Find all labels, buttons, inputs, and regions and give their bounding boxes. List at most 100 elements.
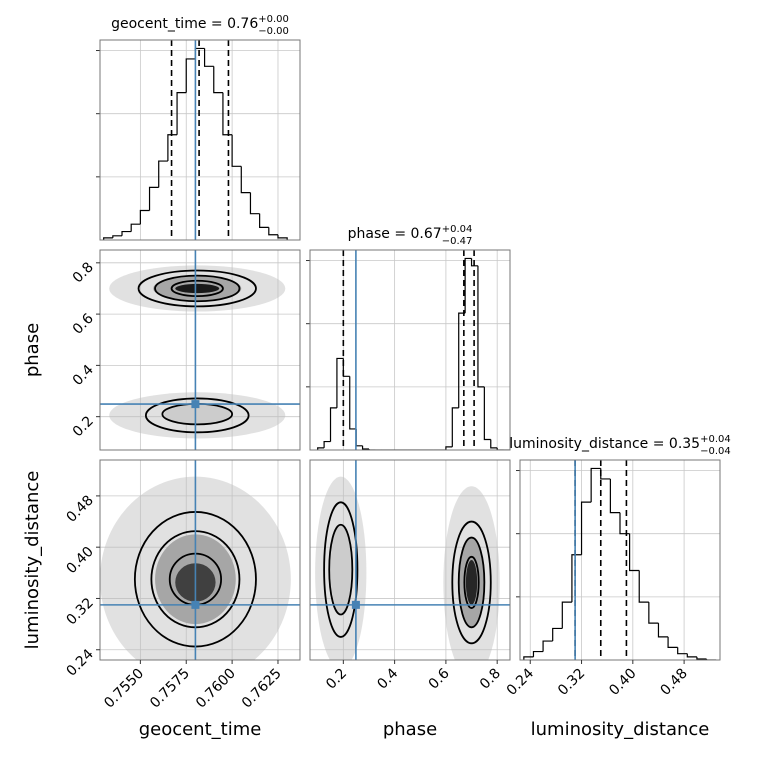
histogram-step bbox=[667, 636, 678, 648]
contour bbox=[451, 520, 492, 645]
x-tick-label: 0.40 bbox=[606, 666, 639, 699]
histogram-step bbox=[609, 478, 620, 514]
histogram-step bbox=[361, 445, 369, 450]
histogram-step bbox=[349, 376, 357, 430]
histogram-step bbox=[342, 358, 350, 377]
truth-marker bbox=[191, 600, 200, 609]
y-tick-label: 0.4 bbox=[70, 362, 97, 389]
panel-frame bbox=[309, 459, 511, 661]
title-plus: +0.04 bbox=[700, 434, 731, 445]
histogram-step bbox=[458, 312, 466, 408]
histogram-step bbox=[368, 448, 376, 450]
panel bbox=[310, 460, 510, 660]
histogram-step bbox=[268, 227, 278, 236]
histogram-step bbox=[355, 428, 363, 447]
x-tick-label: 0.32 bbox=[555, 666, 588, 699]
density-region bbox=[330, 524, 352, 615]
histogram-step bbox=[139, 209, 150, 225]
y-tick-label: 0.6 bbox=[70, 311, 97, 338]
histogram-step bbox=[249, 192, 260, 215]
histogram-step bbox=[523, 656, 534, 660]
histogram-step bbox=[561, 601, 572, 629]
panel-frame bbox=[99, 459, 301, 661]
x-tick-label: 0.2 bbox=[323, 666, 350, 693]
histogram-step bbox=[619, 512, 630, 535]
title-main: phase = 0.67 bbox=[348, 226, 442, 242]
truth-marker bbox=[191, 400, 200, 409]
histogram-step bbox=[148, 186, 159, 211]
density-region bbox=[164, 403, 231, 425]
histogram-step bbox=[259, 213, 269, 228]
x-tick-label: 0.4 bbox=[374, 665, 401, 692]
histogram-step bbox=[648, 602, 659, 624]
x-tick-label: 0.7550 bbox=[101, 666, 147, 712]
histogram-step bbox=[167, 134, 178, 162]
contour bbox=[170, 279, 224, 298]
histogram-step bbox=[464, 257, 472, 314]
panel-frame bbox=[99, 39, 301, 241]
histogram-step bbox=[580, 501, 592, 555]
contour bbox=[154, 274, 241, 303]
histogram-step bbox=[657, 623, 669, 638]
truth-marker bbox=[351, 600, 360, 609]
histogram-step bbox=[240, 166, 251, 194]
y-tick-label: 0.8 bbox=[70, 259, 97, 286]
panel-title: geocent_time = 0.76+0.00 −0.00 bbox=[111, 14, 289, 37]
x-tick-label: 0.24 bbox=[504, 665, 537, 698]
histogram-step bbox=[445, 446, 453, 450]
y-tick-label: 0.40 bbox=[63, 544, 96, 577]
x-axis-label: geocent_time bbox=[139, 719, 262, 740]
histogram-step bbox=[571, 554, 582, 603]
histogram-step bbox=[477, 265, 485, 388]
histogram-step bbox=[542, 640, 553, 652]
y-tick-label: 0.24 bbox=[63, 646, 96, 679]
histogram-step bbox=[317, 447, 325, 450]
histogram-step bbox=[696, 656, 707, 660]
histogram-step bbox=[483, 386, 491, 441]
histogram-step bbox=[451, 407, 459, 447]
histogram-step bbox=[705, 658, 717, 660]
histogram-step bbox=[552, 627, 563, 642]
title-plus: +0.00 bbox=[258, 14, 289, 25]
histogram-step bbox=[112, 235, 123, 238]
title-minus: −0.00 bbox=[258, 26, 289, 37]
histogram-step bbox=[470, 258, 478, 267]
histogram-step bbox=[277, 234, 288, 240]
x-tick-label: 0.8 bbox=[477, 666, 504, 693]
y-axis-label: luminosity_distance bbox=[22, 471, 43, 650]
density-region bbox=[465, 560, 478, 605]
title-minus: −0.04 bbox=[700, 446, 731, 457]
histogram-step bbox=[158, 160, 168, 188]
x-axis-label: luminosity_distance bbox=[531, 719, 710, 740]
histogram-step bbox=[532, 650, 544, 657]
histogram-step bbox=[638, 570, 649, 603]
histogram-step bbox=[176, 92, 187, 135]
y-tick-label: 0.48 bbox=[63, 492, 96, 525]
histogram-step bbox=[130, 223, 141, 232]
histogram-step bbox=[194, 47, 205, 59]
y-axis-label: phase bbox=[22, 323, 43, 377]
contour bbox=[457, 536, 486, 629]
histogram-step bbox=[185, 58, 196, 93]
histogram-step bbox=[323, 440, 331, 448]
contour bbox=[323, 501, 359, 638]
histogram-step bbox=[686, 653, 697, 658]
title-main: luminosity_distance = 0.35 bbox=[509, 436, 700, 452]
x-tick-label: 0.48 bbox=[658, 666, 691, 699]
histogram-step bbox=[496, 447, 504, 450]
panel bbox=[100, 460, 300, 660]
x-axis-label: phase bbox=[383, 719, 437, 740]
y-tick-label: 0.2 bbox=[70, 413, 97, 440]
histogram-step bbox=[213, 66, 223, 94]
x-tick-label: 0.7600 bbox=[193, 666, 239, 712]
histogram-step bbox=[677, 647, 688, 655]
histogram-step bbox=[121, 230, 132, 236]
panel-frame bbox=[99, 249, 301, 451]
panel bbox=[310, 250, 510, 450]
histogram-step bbox=[629, 533, 640, 572]
x-tick-label: 0.7575 bbox=[147, 666, 193, 712]
panel bbox=[100, 40, 300, 240]
panel bbox=[100, 250, 300, 450]
